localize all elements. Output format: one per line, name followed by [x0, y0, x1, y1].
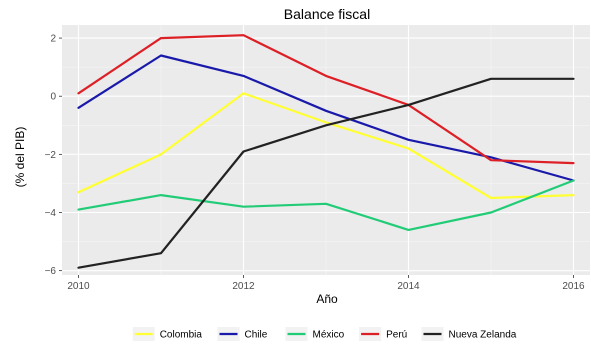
legend-label-chile: Chile — [245, 330, 268, 341]
series-line-perú — [77, 34, 575, 165]
x-tick-label: 2010 — [67, 281, 90, 292]
x-axis-title: Año — [316, 292, 338, 306]
legend-label-nueva-zelanda: Nueva Zelanda — [449, 330, 517, 341]
x-tick-label: 2016 — [562, 281, 585, 292]
series-line-méxico — [77, 179, 575, 231]
series-line-nueva-zelanda — [77, 77, 575, 269]
series-line-chile — [77, 54, 575, 182]
legend-label-perú: Perú — [386, 330, 407, 341]
y-tick-label: −4 — [45, 208, 57, 219]
y-tick-label: 0 — [50, 92, 56, 103]
legend-label-méxico: México — [313, 330, 345, 341]
y-tick-label: −2 — [45, 150, 57, 161]
legend-label-colombia: Colombia — [160, 330, 203, 341]
series-lines — [77, 34, 575, 269]
chart-title: Balance fiscal — [284, 6, 370, 22]
axes: −6 −4 −2 0 2 2010 2012 2014 2016 — [45, 34, 585, 292]
series-line-colombia — [77, 92, 575, 200]
y-tick-label: 2 — [50, 34, 56, 45]
x-tick-label: 2014 — [397, 281, 420, 292]
y-tick-label: −6 — [45, 266, 57, 277]
legend: Colombia Chile México Perú Nueva Zelanda — [132, 327, 517, 341]
y-axis-title: (% del PIB) — [13, 127, 27, 188]
x-tick-label: 2012 — [232, 281, 255, 292]
